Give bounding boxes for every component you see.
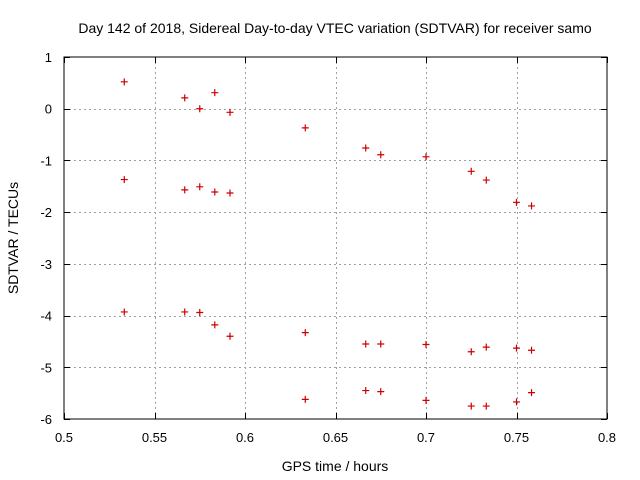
data-point-plus — [181, 94, 189, 102]
x-axis-label: GPS time / hours — [282, 458, 389, 474]
x-tick-label: 0.6 — [236, 430, 254, 445]
data-point-plus — [120, 308, 128, 316]
data-point-plus — [301, 124, 309, 132]
data-point-plus — [362, 144, 370, 152]
data-point-plus — [196, 183, 204, 191]
data-point-plus — [528, 389, 536, 397]
data-point-plus — [362, 387, 370, 395]
y-tick-labels: -6 -5 -4 -3 -2 -1 0 1 — [40, 50, 52, 427]
x-tick-label: 0.5 — [55, 430, 73, 445]
x-tick-label: 0.8 — [598, 430, 616, 445]
data-point-plus — [513, 344, 520, 352]
data-point-plus — [301, 395, 309, 403]
data-point-plus — [226, 108, 234, 116]
y-tick-label: -4 — [40, 309, 52, 324]
data-point-plus — [482, 343, 490, 351]
data-point-plus — [211, 89, 219, 97]
data-point-plus — [513, 398, 520, 406]
x-tick-label: 0.75 — [504, 430, 529, 445]
y-tick-label: -6 — [40, 412, 52, 427]
data-point-plus — [120, 176, 128, 184]
data-point-plus — [362, 340, 370, 348]
data-point-plus — [301, 329, 309, 337]
x-tick-label: 0.55 — [142, 430, 167, 445]
y-tick-label: -2 — [40, 205, 52, 220]
data-point-plus — [528, 202, 536, 210]
data-point-plus — [196, 308, 204, 316]
data-point-plus — [120, 78, 128, 86]
plot-frame — [63, 56, 608, 420]
data-point-plus — [211, 188, 219, 196]
data-point-plus — [467, 348, 475, 356]
data-point-plus — [482, 176, 490, 184]
data-point-plus — [467, 167, 475, 175]
x-tick-label: 0.65 — [323, 430, 348, 445]
x-tick-label: 0.7 — [417, 430, 435, 445]
data-point-plus — [377, 340, 385, 348]
grid-lines — [64, 57, 607, 419]
y-tick-label: 1 — [45, 50, 52, 65]
chart-title: Day 142 of 2018, Sidereal Day-to-day VTE… — [78, 20, 591, 36]
data-point-plus — [377, 388, 385, 396]
data-point-plus — [422, 341, 430, 349]
data-point-plus — [422, 396, 430, 404]
data-point-plus — [482, 402, 490, 410]
data-point-plus — [528, 346, 536, 354]
y-tick-label: -3 — [40, 257, 52, 272]
y-tick-label: -5 — [40, 360, 52, 375]
data-points — [120, 78, 536, 410]
y-tick-label: 0 — [45, 102, 52, 117]
data-point-plus — [377, 151, 385, 159]
data-point-plus — [226, 189, 234, 197]
data-point-plus — [196, 105, 204, 113]
data-point-plus — [226, 332, 234, 340]
y-tick-label: -1 — [40, 153, 52, 168]
data-point-plus — [181, 308, 189, 316]
data-point-plus — [181, 186, 189, 194]
data-point-plus — [211, 321, 219, 329]
data-point-plus — [422, 153, 430, 161]
data-point-plus — [467, 402, 475, 410]
x-tick-labels: 0.5 0.55 0.6 0.65 0.7 0.75 0.8 — [55, 430, 616, 445]
data-point-plus — [513, 198, 520, 206]
y-axis-label: SDTVAR / TECUs — [5, 182, 21, 294]
